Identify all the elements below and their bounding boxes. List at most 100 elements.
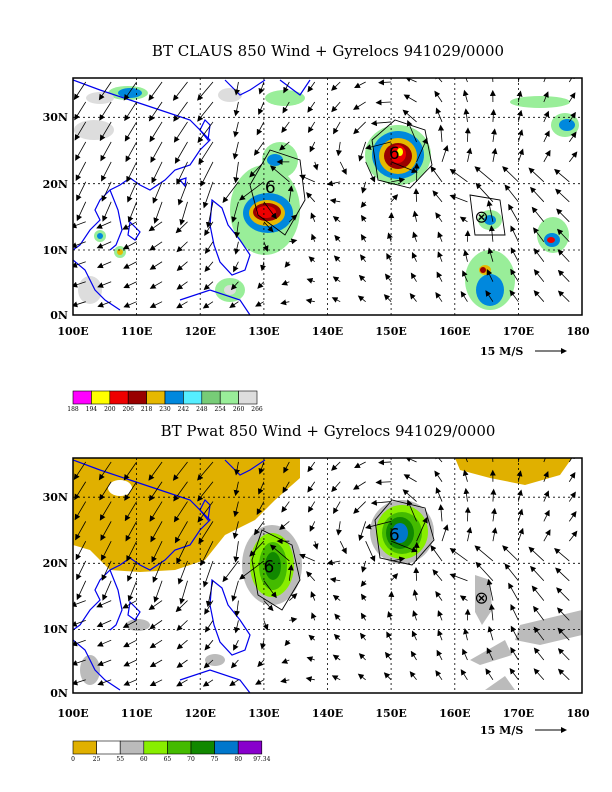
wind-vector [257, 659, 265, 668]
wind-vector [331, 675, 341, 681]
wind-vector [475, 182, 494, 203]
wind-vector [234, 461, 240, 476]
wind-vector [257, 481, 265, 495]
wind-vector [149, 639, 163, 649]
wind-vector [253, 141, 265, 156]
wind-vector [98, 81, 112, 101]
wind-vector [179, 580, 188, 605]
wind-vector [262, 241, 269, 252]
colorbar-swatch [201, 390, 221, 405]
wind-vector [331, 297, 341, 303]
wind-vector [387, 232, 393, 242]
wind-vector [127, 201, 137, 223]
y-tick: 0N [50, 687, 68, 700]
wind-vector [74, 121, 87, 141]
wind-vector [449, 547, 468, 562]
wind-vector [403, 94, 417, 103]
wind-vector [517, 148, 524, 163]
wind-vector [517, 458, 520, 463]
wind-vector [438, 124, 445, 142]
x-tick: 150E [375, 707, 406, 720]
wind-vector [492, 78, 494, 83]
wind-vector [491, 507, 497, 522]
wind-vector [410, 650, 417, 661]
wind-vector [231, 580, 239, 602]
wind-vector [96, 221, 112, 229]
wind-vector [510, 225, 519, 242]
wind-vector [435, 212, 443, 223]
y-tick: 30N [43, 111, 68, 124]
wind-vector [289, 238, 298, 245]
wind-vector [533, 227, 545, 243]
wind-vector [403, 474, 417, 483]
wind-vector [504, 563, 519, 582]
wind-vector [233, 241, 240, 255]
colorbar-label: 230 [159, 406, 171, 413]
colorbar-swatch [143, 740, 168, 755]
wind-vector [463, 108, 470, 122]
wind-vector [329, 198, 341, 204]
colorbar-swatch [237, 740, 263, 755]
wind-vector [353, 121, 366, 135]
wind-vector [384, 273, 392, 282]
wind-vector [411, 252, 418, 262]
wind-vector [76, 201, 87, 222]
wind-vector [460, 669, 468, 681]
wind-vector [74, 501, 87, 521]
wind-vector [269, 165, 290, 183]
wind-vector [365, 161, 376, 183]
wind-vector [197, 101, 214, 122]
wind-vector [284, 639, 291, 647]
wind-vector [360, 201, 367, 208]
wind-vector [153, 580, 163, 603]
wind-vector [148, 600, 163, 611]
gyreloc-marker: 6 [265, 178, 276, 198]
wind-vector [96, 620, 112, 628]
wind-vector [516, 470, 523, 482]
wind-vector [375, 99, 392, 106]
x-tick: 120E [185, 707, 216, 720]
wind-vector [258, 461, 265, 475]
wind-vector [391, 177, 406, 184]
gyre-tracks [249, 119, 506, 236]
wind-vector [533, 248, 545, 262]
wind-vector [462, 270, 468, 282]
wind-vector [149, 241, 163, 251]
wind-vector [361, 560, 367, 573]
wind-vector [336, 521, 342, 536]
gridlines [73, 458, 582, 693]
wind-vector [123, 461, 137, 481]
wind-vector [177, 181, 188, 206]
x-tick: 130E [248, 325, 279, 338]
wind-vector [202, 301, 214, 309]
wind-vector [474, 545, 494, 562]
wind-vector [332, 216, 341, 223]
colorbar-label: 188 [67, 406, 79, 413]
wind-vector [375, 479, 392, 486]
wind-vector [233, 161, 240, 184]
wind-vector [73, 301, 86, 308]
wind-vector [568, 530, 578, 542]
wind-vector [197, 501, 214, 523]
wind-vector [76, 181, 87, 202]
colorbar-label: 97.34 [253, 756, 270, 763]
wind-vector [411, 630, 418, 641]
wind-vector [378, 459, 392, 466]
wind-vector [173, 501, 188, 523]
wind-vector [412, 210, 419, 222]
wind-vector [432, 569, 443, 582]
wind-vector [152, 560, 163, 583]
wind-vector [307, 461, 316, 473]
wind-vector [179, 201, 188, 226]
wind-vector [543, 130, 550, 143]
wind-vector [306, 571, 316, 582]
wind-vector [151, 540, 163, 563]
wind-vector [123, 281, 137, 289]
wind-vector [333, 121, 341, 135]
wind-vector [510, 647, 519, 661]
wind-vector [148, 101, 163, 122]
wind-vector [284, 261, 291, 268]
wind-vector [383, 294, 392, 302]
wind-vector [390, 540, 418, 553]
wind-vector [307, 501, 316, 513]
